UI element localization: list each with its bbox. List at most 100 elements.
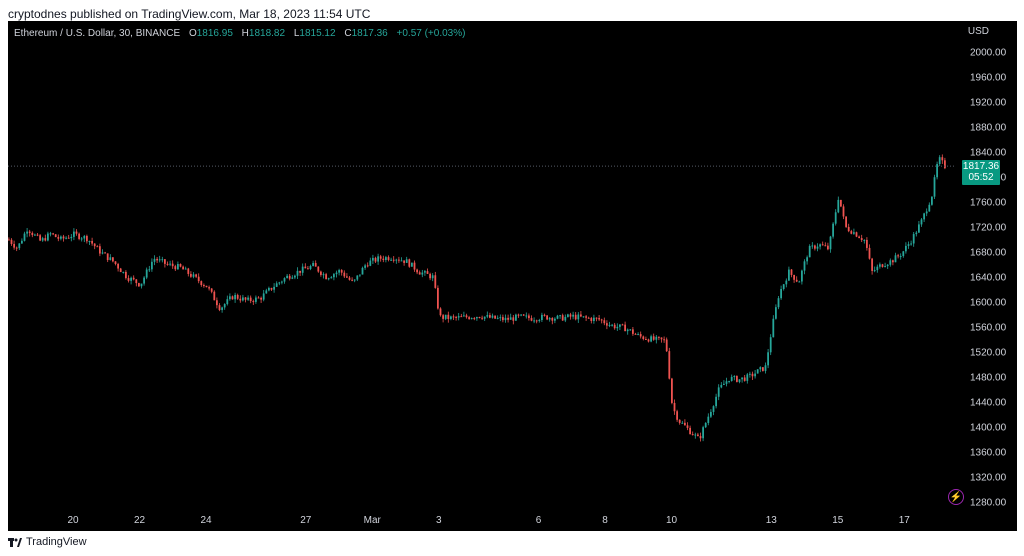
- candle-body: [418, 272, 421, 275]
- x-tick-label: 24: [200, 515, 212, 526]
- candle-body: [840, 199, 842, 207]
- candle-body: [723, 383, 725, 385]
- candle-body: [520, 314, 522, 316]
- candle-body: [15, 247, 18, 249]
- y-tick-label: 1520.00: [970, 348, 1007, 359]
- candle-body: [522, 314, 525, 316]
- candle-body: [767, 352, 769, 366]
- candle-body: [704, 422, 707, 428]
- candle-body: [361, 267, 364, 275]
- candle-body: [733, 376, 736, 378]
- candle-body: [850, 231, 853, 234]
- candle-body: [257, 297, 260, 299]
- candle-body: [658, 336, 660, 338]
- candle-body: [730, 376, 733, 381]
- candle-body: [307, 268, 309, 270]
- candle-body: [905, 245, 907, 252]
- candle-body: [777, 298, 780, 308]
- candle-body: [364, 265, 366, 268]
- candle-body: [200, 281, 203, 286]
- candle-body: [801, 270, 803, 282]
- candle-body: [278, 282, 281, 284]
- candle-body: [70, 236, 73, 239]
- candle-body: [283, 278, 286, 282]
- candle-body: [509, 317, 512, 320]
- candle-body: [309, 265, 312, 269]
- lightning-icon[interactable]: ⚡: [948, 489, 964, 505]
- x-tick-label: 22: [134, 515, 146, 526]
- open-label: O: [188, 28, 197, 39]
- candle-body: [247, 297, 249, 300]
- candle-body: [346, 276, 348, 278]
- candle-body: [598, 318, 600, 320]
- candle-body: [938, 157, 941, 165]
- candle-body: [442, 315, 444, 319]
- candle-body: [538, 320, 541, 322]
- candle-body: [13, 243, 15, 248]
- candle-body: [424, 271, 426, 273]
- chart-pane[interactable]: 2000.001960.001920.001880.001840.001800.…: [8, 21, 1017, 531]
- candle-body: [252, 301, 255, 303]
- candle-body: [190, 273, 192, 277]
- candle-body: [444, 314, 447, 319]
- candle-body: [426, 271, 429, 274]
- candle-body: [203, 285, 205, 287]
- candle-body: [894, 255, 897, 263]
- candle-body: [239, 298, 242, 301]
- currency-label[interactable]: USD: [967, 26, 989, 37]
- candle-body: [447, 314, 450, 319]
- candle-body: [60, 236, 62, 239]
- candle-body: [450, 316, 452, 319]
- candle-body: [244, 297, 247, 300]
- candle-body: [944, 160, 946, 169]
- price-chart[interactable]: 2000.001960.001920.001880.001840.001800.…: [8, 21, 1017, 531]
- candle-body: [463, 315, 465, 317]
- candle-body: [595, 317, 598, 319]
- candle-body: [62, 236, 65, 239]
- candle-body: [561, 315, 564, 321]
- candle-body: [395, 259, 398, 261]
- candle-body: [356, 275, 359, 280]
- symbol-name[interactable]: Ethereum / U.S. Dollar, 30, BINANCE: [14, 28, 181, 39]
- candle-body: [359, 274, 361, 276]
- candle-body: [213, 291, 216, 301]
- candle-body: [153, 258, 156, 262]
- close-label: C: [344, 28, 352, 39]
- candle-body: [78, 233, 80, 239]
- candle-body: [242, 297, 244, 301]
- candle-body: [525, 315, 528, 317]
- symbol-legend[interactable]: Ethereum / U.S. Dollar, 30, BINANCE O181…: [14, 28, 465, 39]
- candle-body: [377, 256, 379, 262]
- candle-body: [632, 329, 634, 334]
- candle-body: [925, 211, 928, 214]
- candle-body: [842, 206, 845, 217]
- candle-body: [67, 237, 70, 239]
- candle-body: [104, 252, 106, 254]
- candle-body: [351, 279, 353, 281]
- candle-body: [429, 273, 431, 279]
- candle-body: [93, 243, 96, 247]
- candle-body: [468, 317, 470, 319]
- candle-body: [881, 264, 884, 267]
- candle-body: [931, 196, 933, 205]
- candle-body: [421, 272, 424, 275]
- candle-body: [101, 252, 104, 254]
- tradingview-footer[interactable]: TradingView: [8, 536, 87, 548]
- candle-body: [860, 238, 863, 241]
- candle-body: [457, 316, 460, 318]
- candle-body: [795, 279, 798, 282]
- candle-body: [195, 274, 197, 277]
- candle-body: [847, 226, 850, 232]
- candle-body: [702, 427, 704, 439]
- candle-body: [158, 259, 161, 261]
- candle-body: [941, 157, 944, 161]
- candle-body: [197, 276, 200, 282]
- candle-body: [460, 316, 463, 318]
- candle-body: [541, 314, 543, 321]
- y-tick-label: 1840.00: [970, 148, 1007, 159]
- candle-body: [494, 315, 496, 319]
- candle-body: [629, 329, 632, 331]
- candle-body: [489, 315, 491, 318]
- candle-body: [49, 233, 52, 235]
- candle-body: [665, 339, 668, 352]
